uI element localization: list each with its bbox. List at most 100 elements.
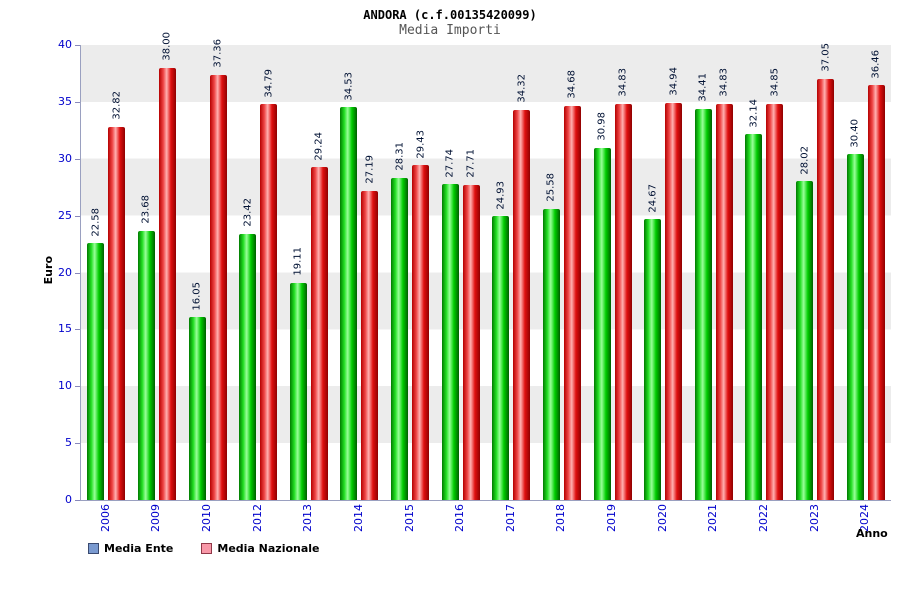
x-tick-cell: 2023 — [789, 504, 840, 532]
x-tick-cell: 2022 — [738, 504, 789, 532]
bar-media-ente-2009 — [137, 230, 155, 500]
y-axis-title-text: Euro — [42, 256, 55, 285]
bar-value-label: 34.94 — [668, 67, 679, 100]
x-tick-label: 2017 — [503, 504, 517, 532]
bar-group-2014: 34.53 27.19 — [334, 45, 385, 500]
bar-value-label: 30.40 — [850, 119, 861, 152]
legend-item-media-ente: Media Ente — [88, 542, 173, 555]
y-tick-mark — [75, 500, 80, 501]
bar-group-2018: 25.58 34.68 — [537, 45, 588, 500]
bar-column: 32.14 — [745, 45, 763, 500]
bar-value-label: 37.05 — [820, 43, 831, 76]
x-tick-label: 2016 — [453, 504, 467, 532]
bar-value-label: 22.58 — [90, 208, 101, 241]
x-tick-label: 2021 — [706, 504, 720, 532]
y-axis-title: Euro — [42, 256, 55, 288]
bar-column: 29.24 — [310, 45, 328, 500]
bar-value-text: 34.79 — [263, 68, 275, 98]
x-tick-label: 2018 — [554, 504, 568, 532]
y-tick-mark — [75, 101, 80, 103]
y-tick-label: 25 — [58, 208, 72, 222]
bar-group-2017: 24.93 34.32 — [486, 45, 537, 500]
y-tick-label: 15 — [58, 322, 72, 336]
bar-value-text: 23.68 — [140, 195, 152, 224]
bar-media-ente-2018 — [542, 209, 560, 500]
bar-value-label: 23.68 — [141, 195, 152, 228]
x-tick-label: 2020 — [655, 504, 669, 532]
bar-value-label: 34.32 — [516, 74, 527, 107]
bar-value-label: 25.58 — [546, 173, 557, 206]
bar-group-2022: 32.14 34.85 — [739, 45, 790, 500]
bar-value-text: 37.36 — [212, 39, 224, 69]
bar-group-2013: 19.11 29.24 — [284, 45, 335, 500]
chart-title: ANDORA (c.f.00135420099) — [363, 8, 537, 22]
bar-value-text: 37.05 — [820, 42, 832, 72]
bar-value-text: 27.19 — [364, 155, 376, 184]
bar-column: 28.02 — [796, 45, 814, 500]
bar-value-label: 19.11 — [293, 247, 304, 280]
bar-media-ente-2020 — [644, 219, 662, 500]
legend-label-media-ente: Media Ente — [104, 542, 174, 555]
bar-column: 23.42 — [239, 45, 257, 500]
bar-media-ente-2023 — [796, 181, 814, 500]
x-axis-labels: 2006 2009 2010 2012 2013 2014 2015 2016 2017 2018… — [80, 504, 890, 532]
x-tick-label: 2006 — [98, 504, 112, 532]
bar-value-text: 34.94 — [668, 66, 680, 96]
bar-media-ente-2015 — [391, 177, 409, 500]
bar-value-text: 16.05 — [191, 281, 203, 311]
x-tick-cell: 2014 — [333, 504, 384, 532]
bar-column: 29.43 — [412, 45, 430, 500]
bar-column: 37.05 — [817, 43, 835, 500]
bar-value-label: 34.41 — [698, 73, 709, 106]
bar-value-text: 34.68 — [566, 69, 578, 99]
bar-group-2006: 22.58 32.82 — [81, 45, 132, 500]
x-tick-label: 2012 — [250, 504, 264, 532]
bar-value-text: 27.74 — [444, 148, 456, 178]
bar-value-text: 28.31 — [394, 142, 406, 171]
bar-value-label: 24.93 — [495, 181, 506, 214]
x-tick-cell: 2015 — [384, 504, 435, 532]
x-tick-cell: 2021 — [688, 504, 739, 532]
x-tick-label: 2019 — [605, 504, 619, 532]
legend-item-media-nazionale: Media Nazionale — [201, 542, 320, 555]
bar-value-text: 32.82 — [111, 91, 123, 120]
bar-column: 28.31 — [391, 45, 409, 500]
bar-group-2024: 30.40 36.46 — [840, 45, 891, 500]
bar-media-nazionale-2016 — [462, 184, 480, 500]
bar-value-text: 29.43 — [415, 129, 427, 159]
legend-swatch-media-ente-icon — [88, 543, 99, 554]
bar-value-text: 30.98 — [596, 111, 608, 141]
x-tick-cell: 2012 — [232, 504, 283, 532]
y-tick-mark — [75, 386, 80, 388]
bar-value-label: 38.00 — [162, 32, 173, 65]
bar-value-text: 27.71 — [465, 149, 477, 178]
x-tick-cell: 2013 — [283, 504, 334, 532]
bar-value-label: 28.02 — [799, 146, 810, 179]
plot-area: 22.58 32.82 23.68 38.00 16.05 37.36 23.42 34.79… — [80, 32, 891, 501]
bar-column: 36.46 — [867, 45, 885, 500]
bar-value-label: 27.74 — [445, 149, 456, 182]
bar-value-label: 29.24 — [314, 132, 325, 165]
bar-column: 24.93 — [492, 45, 510, 500]
x-tick-label: 2014 — [351, 504, 365, 532]
y-tick-mark — [75, 443, 80, 445]
y-tick-mark — [75, 272, 80, 274]
bar-media-ente-2017 — [492, 216, 510, 500]
y-tick-mark — [75, 45, 80, 46]
x-tick-label: 2023 — [807, 504, 821, 532]
bar-value-label: 34.68 — [567, 70, 578, 103]
bar-value-text: 34.83 — [718, 68, 730, 97]
y-tick-label: 5 — [65, 436, 72, 450]
bar-value-text: 29.24 — [313, 131, 325, 161]
bar-column: 34.85 — [766, 45, 784, 500]
bar-media-nazionale-2006 — [108, 126, 126, 500]
bar-group-2016: 27.74 27.71 — [435, 45, 486, 500]
bar-column: 27.71 — [462, 45, 480, 500]
y-tick-mark — [75, 215, 80, 217]
legend: Media Ente Media Nazionale — [88, 542, 320, 555]
bar-value-label: 34.53 — [343, 72, 354, 105]
bar-media-nazionale-2020 — [665, 102, 683, 500]
bar-media-nazionale-2018 — [563, 105, 581, 500]
y-tick-label: 35 — [58, 94, 72, 108]
